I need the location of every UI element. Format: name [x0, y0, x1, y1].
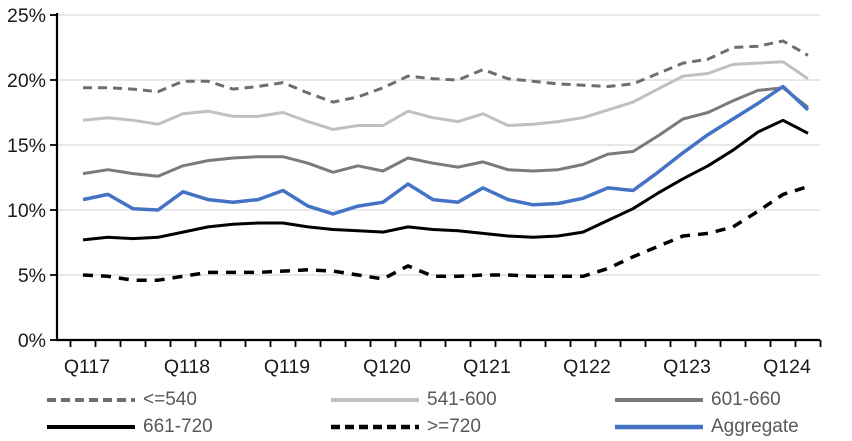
y-tick-label: 20%: [7, 70, 46, 92]
legend-row: <=540 541-600 601-660: [0, 387, 852, 413]
x-tick-label: Q117: [64, 356, 110, 378]
legend-label-s661-720: 661-720: [143, 416, 213, 437]
legend-line-sample-s601-660: [615, 398, 703, 402]
legend-line-sample-s541-600: [331, 398, 419, 402]
line-chart: 0% 5% 10% 15% 20% 25% Q117 Q118 Q119 Q120 Q121 Q122…: [7, 5, 822, 378]
x-tick-label: Q119: [264, 356, 310, 378]
legend-label-s601-660: 601-660: [711, 389, 781, 410]
x-tick-label: Q123: [663, 356, 711, 378]
series-line-s661-720: [82, 118, 809, 242]
y-axis: [50, 13, 59, 341]
legend-item-aggregate: Aggregate: [614, 414, 799, 440]
x-axis: [56, 338, 822, 347]
legend-label-ge720: >=720: [427, 416, 481, 437]
legend-label-aggregate: Aggregate: [711, 416, 799, 437]
y-tick-label: 0%: [18, 330, 46, 352]
y-tick-label: 25%: [7, 5, 46, 27]
series-line-s601-660: [82, 86, 809, 178]
legend-line-sample-ge720: [331, 424, 419, 430]
legend-label-le540: <=540: [143, 389, 197, 410]
legend-item-ge720: >=720: [330, 414, 481, 440]
series-line-ge720: [82, 184, 809, 282]
legend-item-s541-600: 541-600: [330, 387, 497, 413]
series-line-s541-600: [82, 60, 809, 131]
y-tick-label: 5%: [18, 265, 46, 287]
legend-line-sample-le540: [47, 398, 135, 402]
legend-item-le540: <=540: [46, 387, 197, 413]
legend-line-sample-s661-720: [47, 425, 135, 429]
gridlines: [57, 14, 820, 276]
x-tick-label: Q120: [363, 356, 411, 378]
legend-item-s661-720: 661-720: [46, 414, 213, 440]
x-tick-label: Q121: [463, 356, 511, 378]
series-line-aggregate: [82, 84, 810, 216]
x-tick-label: Q118: [164, 356, 210, 378]
series-line-le540: [83, 39, 809, 104]
x-tick-label: Q122: [563, 356, 611, 378]
legend-row: 661-720 >=720 Aggregate: [0, 414, 852, 440]
x-tick-label: Q124: [763, 356, 811, 378]
y-tick-label: 15%: [7, 135, 46, 157]
legend-line-sample-aggregate: [615, 424, 703, 430]
legend-item-s601-660: 601-660: [614, 387, 781, 413]
legend-label-s541-600: 541-600: [427, 389, 497, 410]
y-tick-label: 10%: [7, 200, 46, 222]
